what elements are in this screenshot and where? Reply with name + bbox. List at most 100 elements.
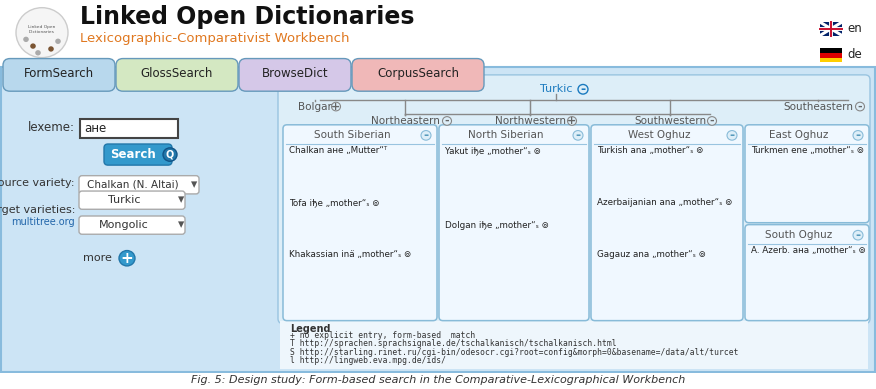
Text: ▾: ▾ — [178, 193, 184, 206]
Text: Q: Q — [166, 149, 174, 159]
Bar — [80, 119, 178, 138]
FancyBboxPatch shape — [352, 59, 484, 91]
Text: -: - — [710, 116, 714, 126]
Circle shape — [442, 117, 451, 125]
Text: de: de — [847, 48, 862, 61]
Bar — [0, 0, 876, 76]
Circle shape — [853, 230, 863, 240]
Circle shape — [30, 44, 36, 49]
Text: lexeme:: lexeme: — [28, 121, 75, 134]
Text: Khakassian іnӓ „mother“ₛ ⊚: Khakassian іnӓ „mother“ₛ ⊚ — [289, 250, 412, 259]
Circle shape — [23, 37, 29, 42]
Text: -: - — [423, 129, 428, 142]
Bar — [820, 58, 842, 62]
Text: -: - — [581, 83, 585, 96]
Bar — [820, 22, 842, 35]
Text: North Siberian: North Siberian — [469, 130, 544, 140]
Circle shape — [727, 131, 737, 140]
Text: Southwestern: Southwestern — [634, 116, 706, 126]
Text: Turkic: Turkic — [108, 194, 140, 205]
Circle shape — [856, 102, 865, 111]
Text: +: + — [121, 251, 133, 266]
Text: + no explicit entry, form-based  match: + no explicit entry, form-based match — [290, 331, 476, 340]
Text: Turkmen ene „mother“ₛ ⊚: Turkmen ene „mother“ₛ ⊚ — [751, 146, 864, 155]
FancyBboxPatch shape — [79, 216, 185, 234]
Text: multitree.org: multitree.org — [11, 217, 75, 227]
Bar — [1, 67, 875, 373]
Text: East Oghuz: East Oghuz — [769, 130, 829, 140]
Text: ▾: ▾ — [178, 218, 184, 231]
Text: West Oghuz: West Oghuz — [628, 130, 690, 140]
Text: South Oghuz: South Oghuz — [766, 230, 832, 240]
Text: Linked Open
Dictionaries: Linked Open Dictionaries — [28, 25, 56, 34]
Text: Gagauz ana „mother“ₛ ⊚: Gagauz ana „mother“ₛ ⊚ — [597, 250, 706, 259]
Text: more: more — [83, 253, 112, 263]
Circle shape — [421, 131, 431, 140]
Text: Chalkan ане „Mutter“ᵀ: Chalkan ане „Mutter“ᵀ — [289, 146, 387, 155]
Text: CorpusSearch: CorpusSearch — [377, 67, 459, 81]
FancyBboxPatch shape — [591, 125, 743, 321]
Text: Bolgar: Bolgar — [298, 102, 332, 112]
Text: ▾: ▾ — [191, 178, 197, 191]
Text: Southeastern: Southeastern — [783, 102, 853, 112]
Text: Fig. 5: Design study: Form-based search in the Comparative-Lexicographical Workb: Fig. 5: Design study: Form-based search … — [191, 375, 685, 385]
Circle shape — [48, 46, 53, 52]
Text: -: - — [445, 116, 449, 126]
Text: BrowseDict: BrowseDict — [262, 67, 328, 81]
Circle shape — [573, 131, 583, 140]
Circle shape — [853, 131, 863, 140]
Bar — [0, 66, 876, 373]
FancyBboxPatch shape — [116, 59, 238, 91]
FancyBboxPatch shape — [79, 191, 185, 209]
FancyBboxPatch shape — [79, 176, 199, 194]
Text: Yakut іђe „mother“ₛ ⊚: Yakut іђe „mother“ₛ ⊚ — [445, 146, 541, 155]
Text: Mongolic: Mongolic — [99, 220, 149, 230]
Text: +: + — [331, 102, 341, 112]
Text: Lexicographic-Comparativist Workbench: Lexicographic-Comparativist Workbench — [80, 32, 350, 45]
FancyBboxPatch shape — [283, 125, 437, 321]
Circle shape — [55, 39, 60, 44]
Text: -: - — [576, 129, 581, 142]
Text: GlossSearch: GlossSearch — [141, 67, 213, 81]
Text: South Siberian: South Siberian — [314, 130, 391, 140]
Text: Legend: Legend — [290, 324, 330, 333]
Circle shape — [16, 8, 68, 58]
FancyBboxPatch shape — [104, 144, 172, 165]
Text: Tofa іђe „mother“ₛ ⊚: Tofa іђe „mother“ₛ ⊚ — [289, 198, 379, 207]
Text: en: en — [847, 22, 862, 35]
Text: Northeastern: Northeastern — [371, 116, 440, 126]
Text: -: - — [856, 129, 860, 142]
Text: T http://sprachen.sprachsignale.de/tschalkanisch/tschalkanisch.html: T http://sprachen.sprachsignale.de/tscha… — [290, 339, 617, 349]
Text: FormSearch: FormSearch — [24, 67, 94, 81]
Text: Turkic: Turkic — [540, 84, 572, 94]
Bar — [280, 321, 868, 369]
Circle shape — [35, 50, 41, 56]
Text: -: - — [858, 102, 862, 112]
Text: Search: Search — [110, 148, 156, 161]
Text: Azerbaijanian ana „mother“ₛ ⊚: Azerbaijanian ana „mother“ₛ ⊚ — [597, 198, 732, 207]
Circle shape — [568, 117, 576, 125]
Circle shape — [708, 117, 717, 125]
Text: A. Azerb. ана „mother“ₛ ⊚: A. Azerb. ана „mother“ₛ ⊚ — [751, 246, 865, 255]
Text: Turkish ana „mother“ₛ ⊚: Turkish ana „mother“ₛ ⊚ — [597, 146, 703, 155]
Text: source variety:: source variety: — [0, 179, 75, 188]
Text: S http://starling.rinet.ru/cgi-bin/odesocr.cgi?root=config&morph=0&basename=/dat: S http://starling.rinet.ru/cgi-bin/odeso… — [290, 347, 738, 357]
Bar — [820, 53, 842, 58]
Text: ане: ане — [84, 122, 106, 135]
Circle shape — [578, 84, 588, 94]
Circle shape — [119, 251, 135, 266]
FancyBboxPatch shape — [745, 224, 869, 321]
Text: target varieties:: target varieties: — [0, 205, 75, 215]
Circle shape — [331, 102, 341, 111]
FancyBboxPatch shape — [3, 59, 115, 91]
Bar — [820, 48, 842, 53]
Text: -: - — [730, 129, 735, 142]
FancyBboxPatch shape — [239, 59, 351, 91]
Text: Chalkan (N. Altai): Chalkan (N. Altai) — [88, 179, 179, 189]
Text: Northwestern: Northwestern — [494, 116, 566, 126]
Text: +: + — [568, 116, 576, 126]
FancyBboxPatch shape — [278, 75, 870, 324]
FancyBboxPatch shape — [439, 125, 589, 321]
FancyBboxPatch shape — [745, 125, 869, 223]
Text: -: - — [856, 229, 860, 242]
